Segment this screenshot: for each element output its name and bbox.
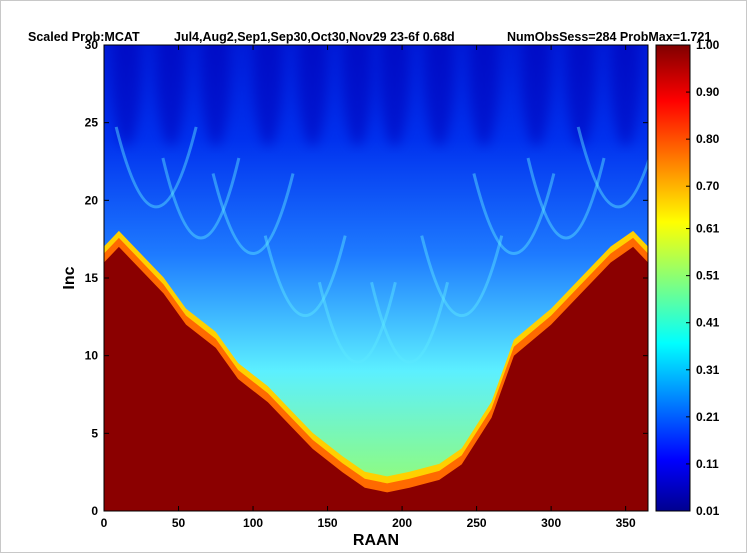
heatmap-stripe [112,45,141,147]
y-tick-label: 0 [91,504,98,518]
chart-title-middle: Jul4,Aug2,Sep1,Sep30,Oct30,Nov29 23-6f 0… [174,30,455,44]
y-axis-label: Inc [61,266,78,289]
x-tick-label: 0 [101,516,108,530]
colorbar-tick-label: 0.80 [696,132,720,146]
heatmap-arc [370,281,449,364]
colorbar-tick-label: 0.01 [696,504,720,518]
heatmap-stripe [566,45,595,147]
x-tick-label: 200 [392,516,412,530]
colorbar [655,44,691,512]
colorbar-tick-label: 0.51 [696,269,720,283]
heatmap-arc [114,126,198,209]
x-tick-label: 250 [467,516,487,530]
heatmap-arc [420,235,504,318]
heatmap-stripe [343,45,372,147]
colorbar-tick-label: 0.61 [696,222,720,236]
heatmap-stripe [425,45,454,147]
colorbar-tick-label: 0.11 [696,457,719,471]
heatmap-arc [263,235,347,318]
heatmap-stripe [157,45,186,147]
colorbar-tick-label: 0.41 [696,316,720,330]
heatmap-area [104,45,648,511]
chart-title-left: Scaled Prob:MCAT [28,30,140,44]
saturated-region [104,246,648,511]
y-tick-label: 25 [85,116,99,130]
y-tick-label: 10 [85,349,99,363]
heatmap-stripe [611,45,640,147]
colorbar-tick-label: 1.00 [696,38,720,52]
x-tick-label: 150 [318,516,338,530]
heatmap-arc [161,157,241,240]
colorbar-tick-label: 0.21 [696,410,720,424]
heatmap-arc [526,157,606,240]
heatmap-stripe [298,45,327,147]
colorbar-tick-label: 0.31 [696,363,720,377]
heatmap-arc [576,126,648,209]
y-tick-label: 15 [85,271,99,285]
x-axis-label: RAAN [353,532,399,549]
y-tick-label: 5 [91,426,98,440]
y-tick-label: 30 [85,38,99,52]
colorbar-tick-label: 0.90 [696,85,720,99]
x-tick-label: 300 [541,516,561,530]
y-tick-label: 20 [85,193,99,207]
heatmap-arc [472,173,556,255]
heatmap-stripe [380,45,409,147]
heatmap-stripe [253,45,282,147]
chart-title-right: NumObsSess=284 ProbMax=1.721 [507,30,712,44]
heatmap-stripe [201,45,230,147]
heatmap-stripe [470,45,499,147]
x-tick-label: 350 [616,516,636,530]
x-tick-label: 50 [172,516,186,530]
heatmap-arc [317,281,397,364]
heatmap-stripe [522,45,551,147]
colorbar-tick-label: 0.70 [696,179,720,193]
x-tick-label: 100 [243,516,263,530]
heatmap-arc [211,173,295,255]
